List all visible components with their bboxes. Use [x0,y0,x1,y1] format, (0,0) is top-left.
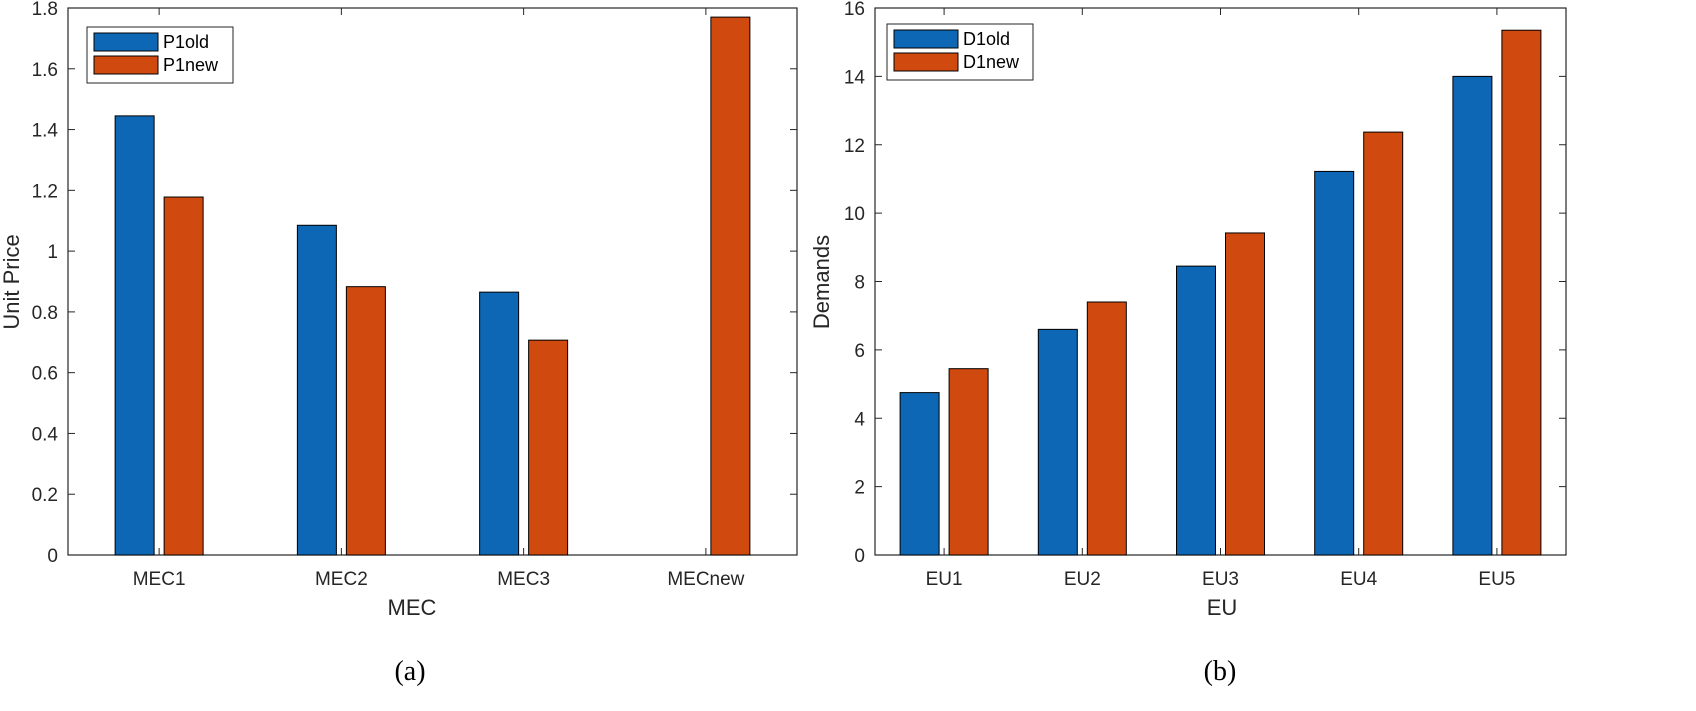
bar-p1old-mec2 [296,224,337,556]
bar-d1new-eu3 [1225,232,1265,556]
bar-p1old-mec1 [114,115,155,556]
y-tick-label: 0.8 [32,303,58,324]
legend-swatch-p1old [93,32,159,52]
chart-a: MEC1 MEC2 MEC3 MECnew 0 0.2 0.4 0.6 0.8 1 1.2 1.4 1.… [0,0,798,687]
y-tick-label: 0 [47,546,58,567]
y-tick-label: 8 [854,273,865,294]
y-tick-label: 1 [47,242,58,263]
x-tick-label: EU4 [1340,569,1377,590]
y-tick-label: 14 [844,67,866,88]
y-tick-label: 1.4 [32,121,59,142]
x-tick-label: MEC3 [497,569,550,590]
y-axis-label: Unit Price [0,234,24,329]
y-tick-label: 12 [844,136,865,157]
bar-d1old-eu1 [899,392,940,556]
chart-b: EU1 EU2 EU3 EU4 EU5 0 2 4 6 8 10 12 14 16 EU Demands D1o… [809,0,1567,687]
y-tick-label: 16 [844,0,865,20]
legend-label-p1old: P1old [163,32,209,52]
bar-d1old-eu2 [1037,328,1078,556]
y-tick-label: 1.6 [32,60,58,81]
y-axis-label: Demands [809,235,834,329]
y-tick-label: 10 [844,204,865,225]
bar-p1new-mec3 [528,339,569,556]
bar-d1old-eu3 [1176,265,1216,556]
y-tick-label: 6 [854,341,865,362]
x-tick-label: EU1 [926,569,963,590]
y-tick-label: 4 [854,409,865,430]
legend-label-d1new: D1new [963,52,1020,72]
bar-p1new-mec2 [345,286,386,556]
x-tick-label: MEC2 [315,569,368,590]
x-axis-label: EU [1207,595,1238,620]
figure-caption: (b) [1204,656,1237,687]
x-tick-label: EU3 [1202,569,1239,590]
bar-p1old-mec3 [479,291,520,556]
x-axis-label: MEC [388,595,437,620]
bar-p1new-mec1 [163,196,204,556]
y-tick-label: 0.6 [32,364,58,385]
y-tick-label: 1.8 [32,0,58,20]
x-tick-label: MEC1 [133,569,186,590]
bar-d1new-eu5 [1501,29,1542,556]
bar-d1old-eu5 [1452,75,1493,556]
legend-label-p1new: P1new [163,55,219,75]
bar-d1new-eu1 [948,368,989,556]
legend-label-d1old: D1old [963,29,1010,49]
bar-d1new-eu2 [1086,301,1127,556]
legend: D1old D1new [886,23,1034,81]
legend-swatch-d1old [893,29,959,49]
x-tick-label: EU5 [1478,569,1515,590]
legend: P1old P1new [86,26,234,84]
y-tick-label: 0.2 [32,485,58,506]
bar-d1old-eu4 [1314,170,1355,556]
x-tick-label: MECnew [667,569,744,590]
x-tick-label: EU2 [1064,569,1101,590]
y-tick-label: 2 [854,478,865,499]
legend-swatch-p1new [93,55,159,75]
y-tick-label: 1.2 [32,181,58,202]
figure-caption: (a) [394,656,425,687]
bar-p1new-mecnew [710,16,751,556]
legend-swatch-d1new [893,52,959,72]
bar-d1new-eu4 [1363,131,1404,556]
plot-area [874,7,1567,556]
y-tick-label: 0.4 [32,424,59,445]
y-tick-label: 0 [854,546,865,567]
